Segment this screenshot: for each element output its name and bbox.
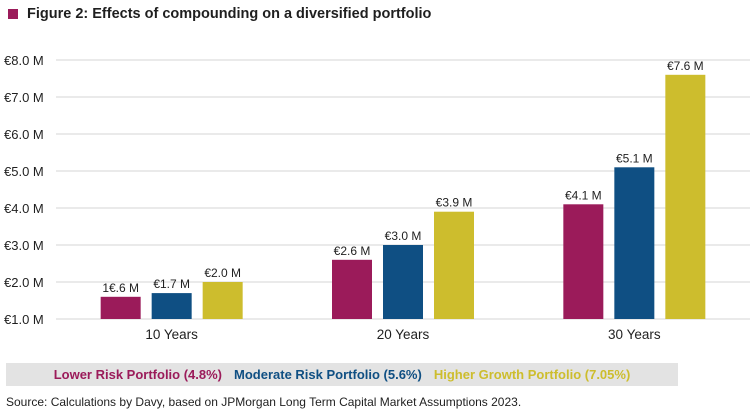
bar bbox=[614, 167, 655, 319]
bar bbox=[665, 74, 706, 319]
bar bbox=[332, 259, 372, 319]
figure-title-row: Figure 2: Effects of compounding on a di… bbox=[8, 4, 431, 24]
y-tick-label: €8.0 M bbox=[4, 53, 44, 68]
data-label: €1.7 M bbox=[153, 277, 190, 291]
title-marker-square bbox=[8, 9, 18, 19]
y-tick-label: €5.0 M bbox=[4, 164, 44, 179]
bar bbox=[100, 296, 141, 319]
data-label: €2.6 M bbox=[334, 244, 371, 258]
x-category-label: 30 Years bbox=[608, 327, 661, 342]
data-label: €3.9 M bbox=[436, 196, 473, 210]
y-tick-label: €1.0 M bbox=[4, 312, 44, 327]
data-label: €5.1 M bbox=[616, 151, 653, 165]
chart-legend: Lower Risk Portfolio (4.8%) Moderate Risk… bbox=[6, 363, 678, 386]
y-tick-label: €6.0 M bbox=[4, 127, 44, 142]
figure-title: Figure 2: Effects of compounding on a di… bbox=[27, 6, 432, 22]
source-note: Source: Calculations by Davy, based on J… bbox=[6, 395, 522, 409]
legend-entry: Lower Risk Portfolio (4.8%) bbox=[53, 367, 223, 382]
y-tick-label: €3.0 M bbox=[4, 238, 44, 253]
data-label: €7.6 M bbox=[667, 59, 704, 73]
data-label: €4.1 M bbox=[565, 188, 602, 202]
y-tick-label: €4.0 M bbox=[4, 201, 44, 216]
bar bbox=[151, 293, 192, 319]
legend-entry: Moderate Risk Portfolio (5.6%) bbox=[234, 367, 422, 382]
data-label: €2.0 M bbox=[204, 266, 241, 280]
bar bbox=[563, 204, 604, 319]
bar-chart: €1.0 M €2.0 M €3.0 M €4.0 M €5.0 M €6.0 M €7.0… bbox=[4, 53, 750, 342]
data-label: €3.0 M bbox=[385, 229, 422, 243]
y-tick-label: €2.0 M bbox=[4, 275, 44, 290]
data-label: 1€.6 M bbox=[102, 281, 139, 295]
bar bbox=[202, 282, 243, 319]
y-tick-label: €7.0 M bbox=[4, 90, 44, 105]
x-category-label: 20 Years bbox=[377, 327, 430, 342]
bar bbox=[383, 245, 423, 319]
bar bbox=[434, 211, 474, 319]
legend-entry: Higher Growth Portfolio (7.05%) bbox=[433, 367, 631, 382]
x-category-label: 10 Years bbox=[145, 327, 198, 342]
